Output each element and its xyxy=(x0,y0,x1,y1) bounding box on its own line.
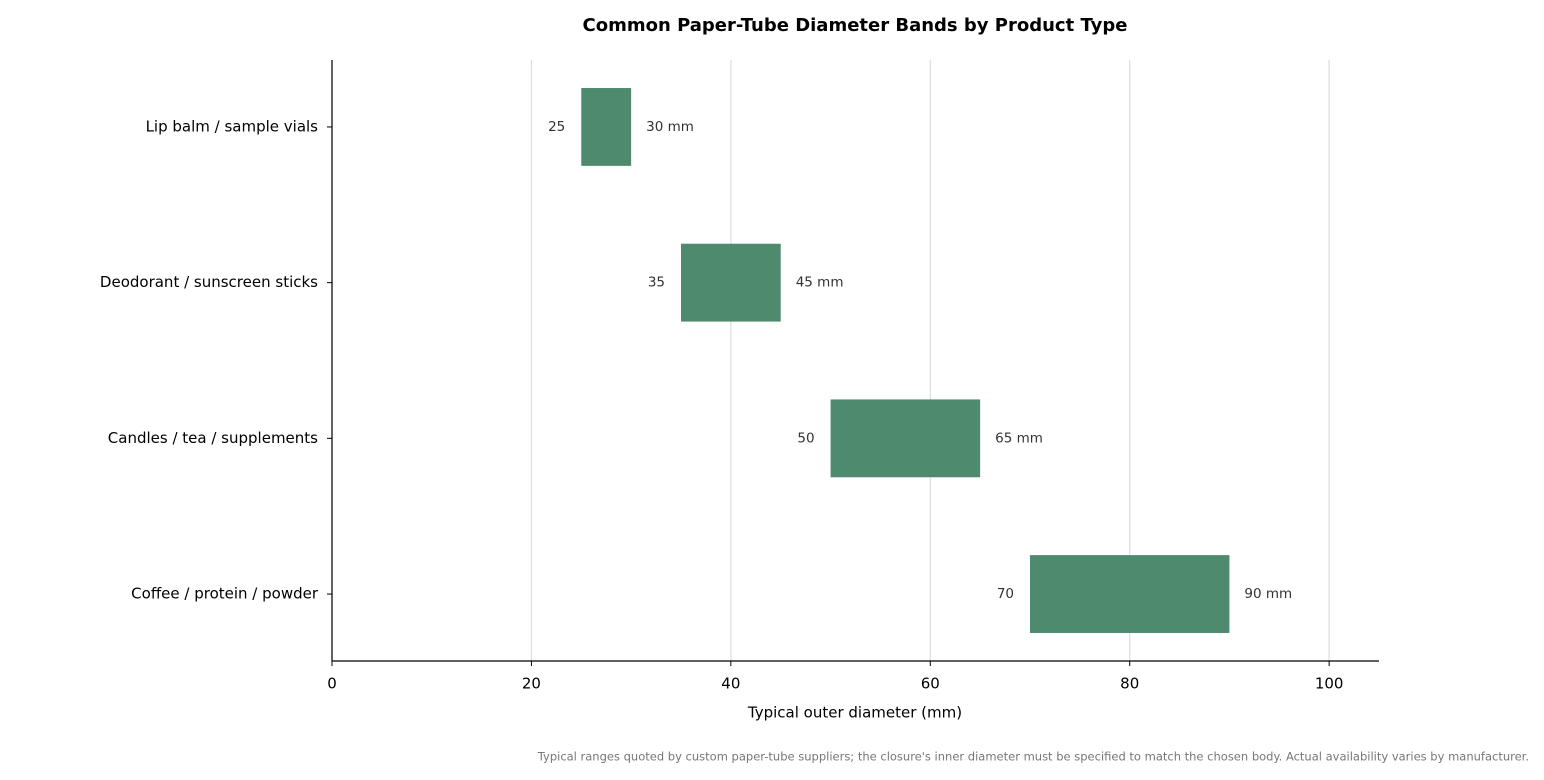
footnote: Typical ranges quoted by custom paper-tu… xyxy=(537,750,1529,764)
start-label: 70 xyxy=(997,586,1014,602)
y-tick-label: Lip balm / sample vials xyxy=(146,117,319,135)
start-label: 25 xyxy=(548,119,565,135)
y-tick-label: Deodorant / sunscreen sticks xyxy=(100,273,318,291)
range-bar xyxy=(830,399,981,478)
end-label: 30 mm xyxy=(646,119,694,135)
range-bar xyxy=(681,243,781,322)
end-label: 45 mm xyxy=(796,275,844,291)
range-bar xyxy=(1030,555,1230,633)
y-tick-label: Candles / tea / supplements xyxy=(108,429,318,447)
x-tick-label: 0 xyxy=(327,675,337,693)
x-tick-label: 80 xyxy=(1120,675,1139,693)
end-label: 65 mm xyxy=(995,430,1043,446)
y-tick-label: Coffee / protein / powder xyxy=(131,585,319,603)
chart-title: Common Paper-Tube Diameter Bands by Prod… xyxy=(583,15,1128,36)
x-tick-label: 40 xyxy=(721,675,740,693)
x-tick-label: 60 xyxy=(921,675,940,693)
start-label: 50 xyxy=(797,430,814,446)
x-tick-label: 20 xyxy=(522,675,541,693)
start-label: 35 xyxy=(648,275,665,291)
x-tick-label: 100 xyxy=(1315,675,1344,693)
range-bar xyxy=(581,88,632,166)
end-label: 90 mm xyxy=(1244,586,1292,602)
x-axis-label: Typical outer diameter (mm) xyxy=(747,704,962,722)
